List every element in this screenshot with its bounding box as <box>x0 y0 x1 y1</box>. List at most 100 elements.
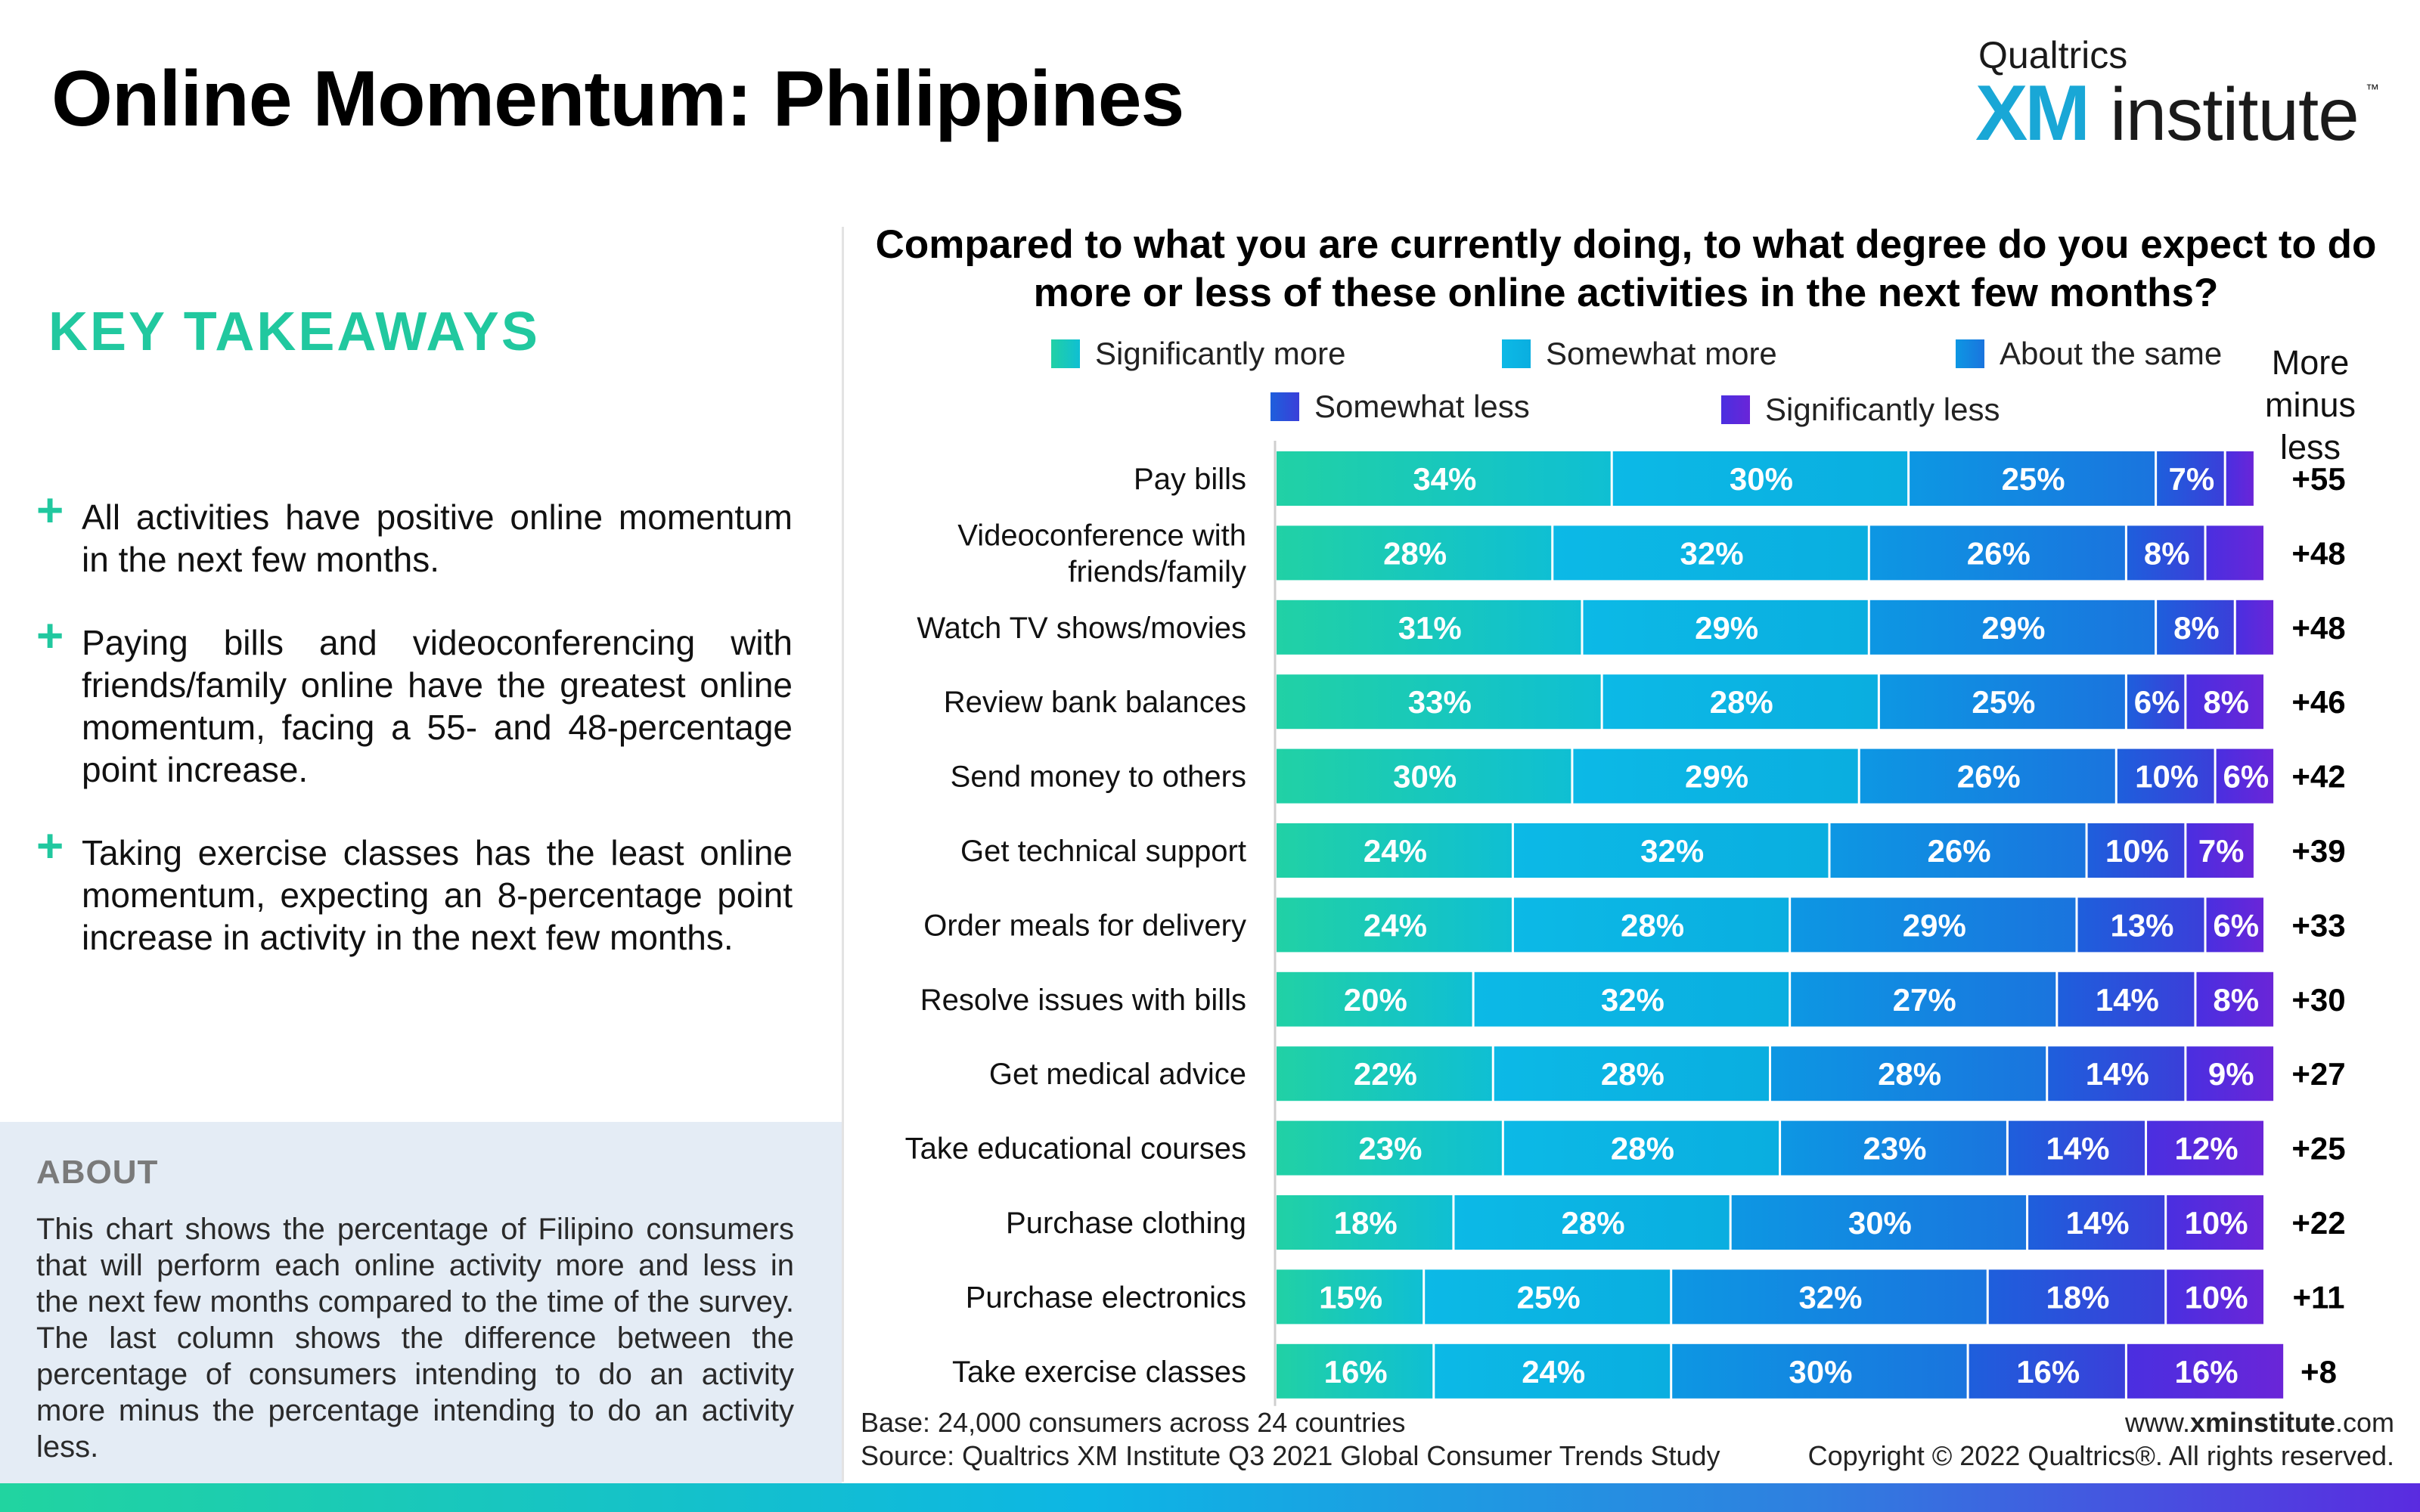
data-label: 28% <box>1601 1056 1665 1092</box>
bar-segment <box>2147 1120 2263 1176</box>
data-label: 29% <box>1981 610 2045 646</box>
bar-segment <box>1277 600 1581 655</box>
bar-segment <box>1879 674 2125 730</box>
net-value-label: +8 <box>2301 1354 2337 1390</box>
legend-label: Somewhat more <box>1546 336 1777 371</box>
bar-segment <box>1277 823 1512 878</box>
bar-segment <box>2087 823 2185 878</box>
data-label: 34% <box>1413 461 1476 497</box>
net-value-label: +42 <box>2291 759 2345 795</box>
website-suffix: .com <box>2335 1407 2394 1438</box>
bar-segment <box>1553 525 1868 581</box>
category-label: Take educational courses <box>905 1132 1246 1166</box>
legend-label: About the same <box>2000 336 2223 371</box>
footer-base: Base: 24,000 consumers across 24 countri… <box>861 1407 1406 1438</box>
data-label: 10% <box>2135 759 2198 795</box>
data-label: 6% <box>2223 759 2269 795</box>
category-label: Purchase clothing <box>1006 1207 1246 1240</box>
data-label: 28% <box>1611 1131 1674 1167</box>
data-label: 6% <box>2213 907 2259 943</box>
category-label: Purchase electronics <box>966 1281 1246 1314</box>
data-label: 28% <box>1562 1205 1625 1241</box>
footer-credits: www.xminstitute.com Copyright © 2022 Qua… <box>1808 1406 2394 1473</box>
data-label: 10% <box>2105 833 2169 869</box>
footer-copyright: Copyright © 2022 Qualtrics®. All rights … <box>1807 1440 2394 1471</box>
bar-segment <box>1277 1195 1453 1250</box>
bar-segment <box>1910 451 2155 506</box>
bar-segment <box>1277 1046 1492 1101</box>
bar-segment <box>2127 525 2204 581</box>
bar-segment <box>1277 748 1571 804</box>
category-label: Get medical advice <box>989 1058 1246 1091</box>
bar-segment <box>2206 897 2263 953</box>
takeaway-item: + Paying bills and videoconferencing wit… <box>36 613 793 791</box>
legend-somewhat-less: Somewhat less <box>1270 389 1530 425</box>
bar-segment <box>1830 823 2086 878</box>
data-label: 28% <box>1710 684 1773 720</box>
bar-segment <box>1791 897 2076 953</box>
legend-somewhat-more: Somewhat more <box>1502 336 1777 372</box>
data-label: 6% <box>2134 684 2180 720</box>
data-label: 26% <box>1957 759 2021 795</box>
legend-significantly-less: Significantly less <box>1721 392 2000 428</box>
data-label: 14% <box>2066 1205 2130 1241</box>
bar-segment <box>1494 1046 1769 1101</box>
data-label: 31% <box>1398 610 1462 646</box>
data-label: 8% <box>2144 535 2190 571</box>
bar-segment <box>2058 971 2195 1027</box>
bar-segment <box>2226 451 2254 506</box>
bar-segment <box>1277 1343 1433 1399</box>
net-value-label: +39 <box>2291 833 2345 869</box>
net-value-label: +46 <box>2291 684 2345 720</box>
data-label: 32% <box>1680 535 1743 571</box>
data-label: 29% <box>1685 759 1748 795</box>
net-value-label: +48 <box>2291 535 2345 571</box>
data-label: 28% <box>1383 535 1447 571</box>
legend-label: Significantly less <box>1765 392 2000 427</box>
data-label: 16% <box>2016 1354 2080 1390</box>
data-label: 33% <box>1408 684 1472 720</box>
chart-title: Compared to what you are currently doing… <box>875 222 2377 315</box>
data-label: 14% <box>2046 1131 2109 1167</box>
bar-segment <box>2206 525 2263 581</box>
data-label: 26% <box>1967 535 2031 571</box>
logo-xm-text: XM <box>1975 70 2090 157</box>
bar-segment <box>1277 451 1611 506</box>
data-label: 32% <box>1640 833 1704 869</box>
net-value-label: +22 <box>2291 1205 2345 1241</box>
bar-segment <box>1869 525 2125 581</box>
bar-segment <box>1781 1120 2006 1176</box>
bar-segment <box>2077 897 2204 953</box>
bar-segment <box>2216 748 2274 804</box>
bar-segment <box>2028 1195 2165 1250</box>
website-name: xminstitute <box>2189 1407 2335 1438</box>
data-label: 27% <box>1893 982 1956 1018</box>
xm-institute-logo: Qualtrics XM institute ™ <box>1975 29 2399 157</box>
data-label: 26% <box>1927 833 1990 869</box>
plus-icon: + <box>36 610 64 662</box>
panel-divider <box>842 227 844 1482</box>
bar-segment <box>1583 600 1868 655</box>
data-label: 8% <box>2203 684 2249 720</box>
bar-segment <box>1277 525 1552 581</box>
about-text: This chart shows the percentage of Filip… <box>36 1213 794 1464</box>
data-label: 24% <box>1522 1354 1585 1390</box>
data-label: 9% <box>2208 1056 2254 1092</box>
legend-about-the-same: About the same <box>1956 336 2222 372</box>
data-label: 30% <box>1730 461 1793 497</box>
category-label: Order meals for delivery <box>923 909 1246 942</box>
category-label: Take exercise classes <box>952 1356 1246 1389</box>
data-label: 16% <box>1324 1354 1388 1390</box>
category-label: Review bank balances <box>944 686 1246 719</box>
net-value-label: +11 <box>2293 1279 2345 1315</box>
footer-notes: Base: 24,000 consumers across 24 countri… <box>861 1406 1720 1473</box>
bar-segment <box>2048 1046 2185 1101</box>
takeaway-item: + Taking exercise classes has the least … <box>36 823 793 959</box>
footer-website[interactable]: www.xminstitute.com <box>1808 1406 2394 1439</box>
data-label: 22% <box>1354 1056 1417 1092</box>
bar-segment <box>1771 1046 2046 1101</box>
data-label: 8% <box>2173 610 2220 646</box>
data-label: 25% <box>1972 684 2035 720</box>
bar-segment <box>1573 748 1858 804</box>
